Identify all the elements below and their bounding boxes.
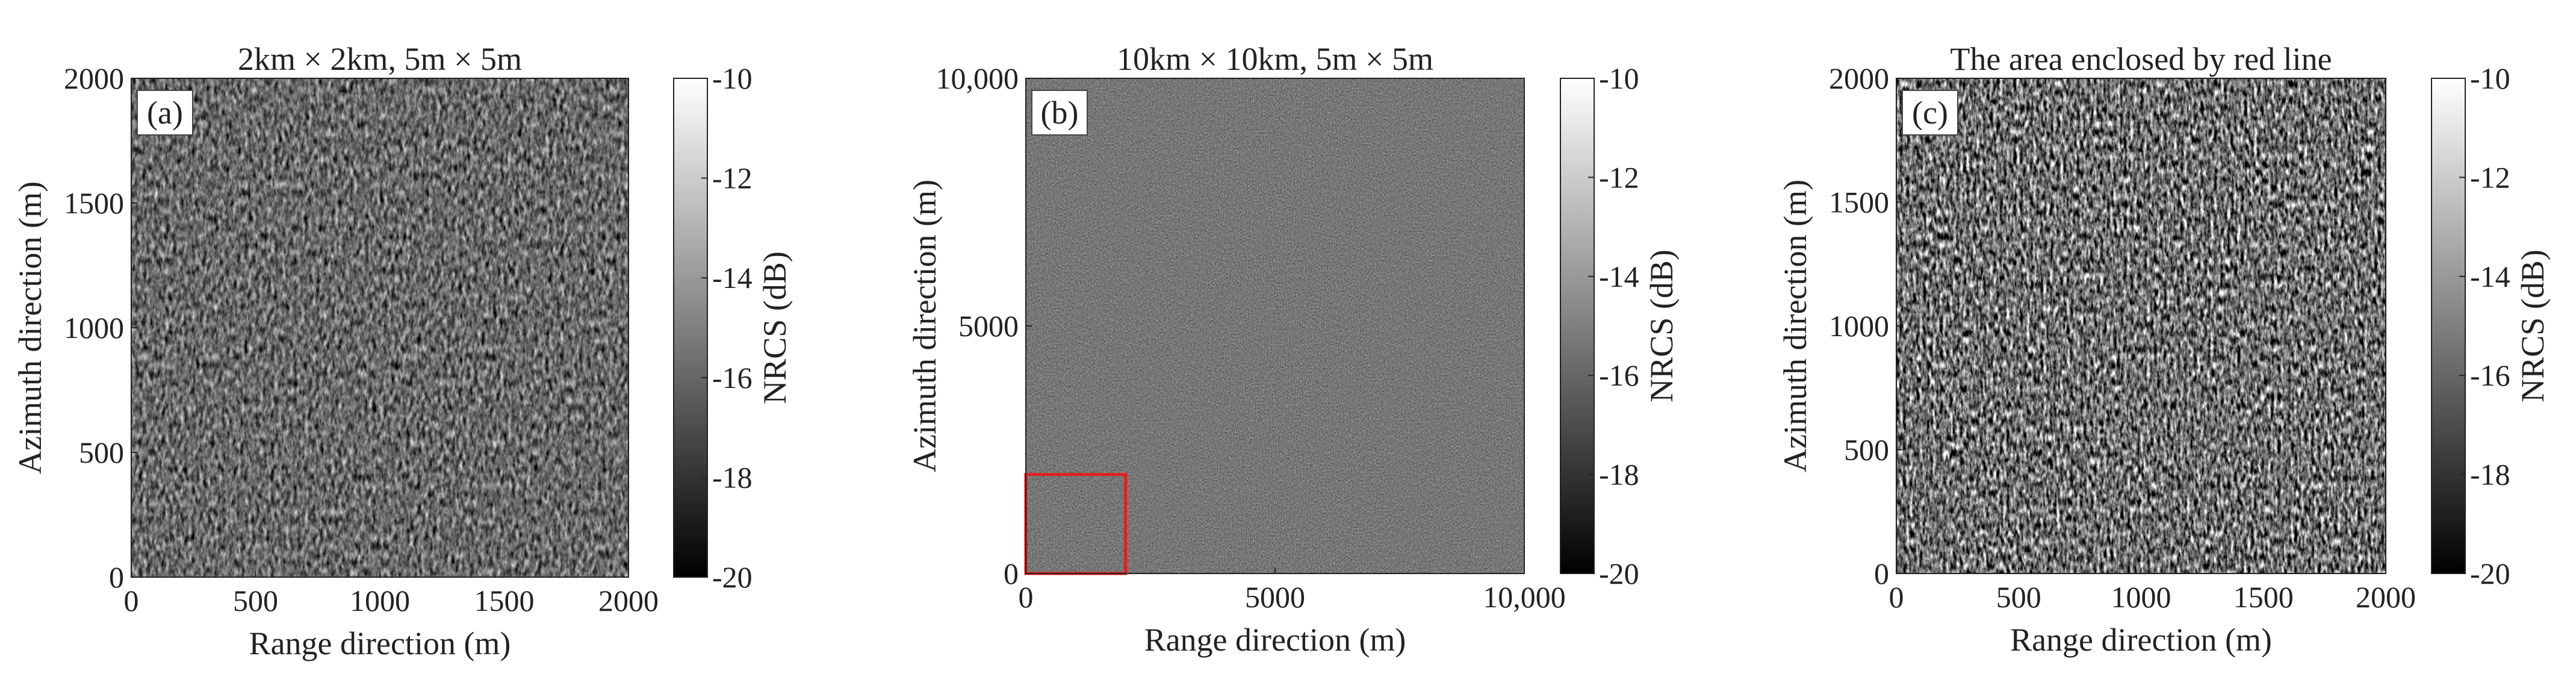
x-tick-label: 1500 — [2233, 580, 2294, 614]
panel-b: 0 5000 10,000 0 5000 10,000 10km × 10km, 5m × … — [907, 41, 1680, 658]
panel-label-text: (a) — [147, 95, 183, 131]
x-tick-label: 0 — [1019, 580, 1034, 614]
y-tick-label: 1000 — [64, 311, 124, 345]
x-axis-label: Range direction (m) — [2010, 622, 2272, 658]
colorbar-tick-label: -12 — [1599, 160, 1639, 194]
colorbar-tick-label: -18 — [2470, 458, 2510, 492]
y-axis-label: Azimuth direction (m) — [907, 180, 943, 472]
colorbar-tick-label: -10 — [1599, 61, 1639, 95]
y-tick-label: 2000 — [64, 61, 124, 95]
colorbar-label: NRCS (dB) — [757, 251, 793, 404]
y-tick-label: 0 — [1004, 557, 1019, 590]
colorbar-tick-label: -20 — [2470, 557, 2510, 590]
colorbar-tick-label: -12 — [712, 161, 753, 195]
y-tick-label: 0 — [109, 560, 124, 594]
x-axis-label: Range direction (m) — [249, 625, 511, 661]
panel-c: 0 500 1000 1500 2000 0 500 1000 1500 2000 The area… — [1777, 41, 2551, 658]
x-tick-label: 5000 — [1245, 580, 1305, 614]
colorbar-tick-label: -18 — [1599, 458, 1639, 492]
x-tick-label: 2000 — [598, 584, 659, 617]
heatmap-image — [1026, 78, 1524, 574]
y-tick-label: 1500 — [64, 186, 124, 220]
colorbar-tick-label: -18 — [712, 460, 753, 494]
y-tick-label: 2000 — [1829, 61, 1889, 95]
colorbar — [1560, 78, 1595, 574]
panel-label: (a) — [137, 90, 193, 136]
y-tick-label: 500 — [79, 436, 124, 469]
x-tick-label: 1000 — [2111, 580, 2171, 614]
colorbar-tick-label: -20 — [1599, 557, 1639, 590]
colorbar-tick-label: -10 — [2470, 61, 2510, 95]
y-tick-label: 10,000 — [936, 61, 1019, 95]
x-tick-label: 500 — [1996, 580, 2041, 614]
panel-label-text: (b) — [1041, 95, 1079, 131]
colorbar-tick-label: -16 — [2470, 358, 2510, 392]
x-tick-label: 500 — [233, 584, 278, 617]
x-tick-label: 2000 — [2356, 580, 2416, 614]
panel-label-text: (c) — [1912, 95, 1948, 131]
panel-label-box — [1902, 90, 1958, 136]
y-axis-label: Azimuth direction (m) — [1777, 180, 1813, 472]
panel-label: (c) — [1902, 90, 1958, 136]
panel-label-box — [137, 90, 193, 136]
panel-a: 0 500 1000 1500 2000 0 500 1000 1500 2000 2km × 2k… — [12, 41, 793, 661]
colorbar-tick-label: -10 — [712, 61, 753, 95]
y-tick-label: 0 — [1874, 557, 1889, 590]
colorbar-label: NRCS (dB) — [1643, 249, 1680, 402]
y-tick-label: 5000 — [958, 309, 1019, 343]
y-axis-label: Azimuth direction (m) — [12, 181, 48, 474]
y-tick-label: 1000 — [1829, 309, 1889, 343]
x-tick-label: 0 — [1889, 580, 1904, 614]
x-tick-label: 1000 — [350, 584, 410, 617]
heatmap-image — [1896, 78, 2386, 574]
chart-title: The area enclosed by red line — [1950, 41, 2332, 77]
x-tick-label: 10,000 — [1483, 580, 1566, 614]
colorbar-tick-label: -16 — [1599, 358, 1639, 392]
x-tick-label: 1500 — [474, 584, 535, 617]
colorbar-tick-label: -12 — [2470, 160, 2510, 194]
colorbar-tick-label: -14 — [712, 261, 753, 295]
colorbar-tick-label: -20 — [712, 560, 753, 594]
colorbar-tick-label: -16 — [712, 361, 753, 395]
panel-label: (b) — [1031, 90, 1088, 136]
colorbar — [673, 78, 708, 578]
heatmap-image — [131, 78, 628, 577]
chart-title: 2km × 2km, 5m × 5m — [238, 41, 522, 77]
y-tick-label: 500 — [1844, 433, 1889, 467]
colorbar-tick-label: -14 — [2470, 260, 2510, 293]
x-tick-label: 0 — [124, 584, 139, 617]
colorbar-tick-label: -14 — [1599, 260, 1639, 293]
chart-title: 10km × 10km, 5m × 5m — [1117, 41, 1433, 77]
y-tick-label: 1500 — [1829, 186, 1889, 219]
colorbar-label: NRCS (dB) — [2515, 249, 2551, 402]
panel-label-box — [1031, 90, 1088, 136]
x-axis-label: Range direction (m) — [1144, 622, 1406, 658]
colorbar — [2431, 78, 2466, 574]
